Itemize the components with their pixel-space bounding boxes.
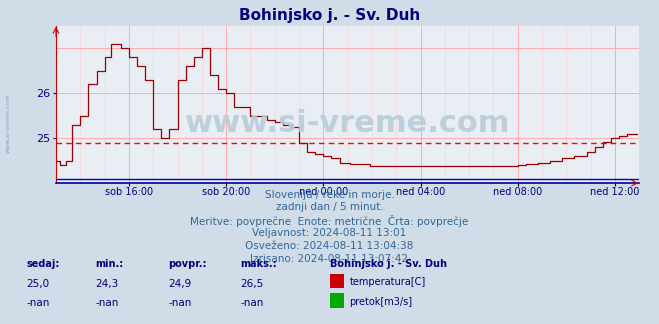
Text: Veljavnost: 2024-08-11 13:01: Veljavnost: 2024-08-11 13:01 (252, 228, 407, 238)
Text: Meritve: povprečne  Enote: metrične  Črta: povprečje: Meritve: povprečne Enote: metrične Črta:… (190, 215, 469, 227)
Text: 24,3: 24,3 (96, 279, 119, 289)
Text: zadnji dan / 5 minut.: zadnji dan / 5 minut. (275, 202, 384, 213)
Text: min.:: min.: (96, 259, 124, 269)
Text: Bohinjsko j. - Sv. Duh: Bohinjsko j. - Sv. Duh (239, 8, 420, 23)
Text: maks.:: maks.: (241, 259, 277, 269)
Text: -nan: -nan (96, 298, 119, 308)
Text: Bohinjsko j. - Sv. Duh: Bohinjsko j. - Sv. Duh (330, 259, 447, 269)
Text: povpr.:: povpr.: (168, 259, 206, 269)
Text: -nan: -nan (168, 298, 191, 308)
Text: Slovenija / reke in morje.: Slovenija / reke in morje. (264, 190, 395, 200)
Text: temperatura[C]: temperatura[C] (349, 277, 426, 287)
Text: -nan: -nan (241, 298, 264, 308)
Text: pretok[m3/s]: pretok[m3/s] (349, 296, 413, 307)
Text: Izrisano: 2024-08-11 13:07:42: Izrisano: 2024-08-11 13:07:42 (250, 254, 409, 264)
Text: www.si-vreme.com: www.si-vreme.com (185, 109, 510, 138)
Text: 26,5: 26,5 (241, 279, 264, 289)
Text: Osveženo: 2024-08-11 13:04:38: Osveženo: 2024-08-11 13:04:38 (245, 241, 414, 251)
Text: sedaj:: sedaj: (26, 259, 60, 269)
Text: 25,0: 25,0 (26, 279, 49, 289)
Text: -nan: -nan (26, 298, 49, 308)
Text: 24,9: 24,9 (168, 279, 191, 289)
Text: www.si-vreme.com: www.si-vreme.com (6, 93, 11, 153)
